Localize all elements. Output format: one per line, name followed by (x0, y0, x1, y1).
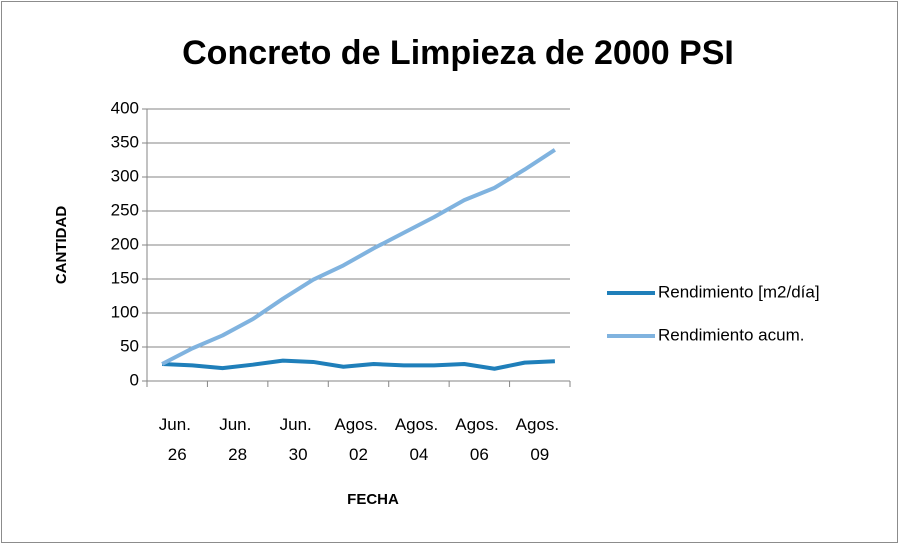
x-tick-label: Agos. 06 (455, 415, 503, 464)
x-tick-label: Jun. 28 (219, 415, 256, 464)
y-tick-label: 150 (111, 268, 139, 287)
x-tick-label: Agos. 09 (516, 415, 564, 464)
x-axis-title: FECHA (347, 491, 399, 508)
x-tick-label: Agos. 04 (395, 415, 443, 464)
y-tick-label: 200 (111, 234, 139, 253)
series-line (162, 358, 555, 371)
y-tick-label: 300 (111, 166, 139, 185)
legend-label: Rendimiento [m2/día] (658, 282, 820, 301)
chart-title: Concreto de Limpieza de 2000 PSI (182, 34, 734, 72)
y-tick-label: 100 (111, 302, 139, 321)
series-line (161, 148, 556, 366)
y-tick-label: 250 (111, 200, 139, 219)
x-tick-label: Agos. 02 (334, 415, 382, 464)
x-tick-label: Jun. 26 (159, 415, 196, 464)
y-tick-label: 350 (111, 132, 139, 151)
x-tick-label: Jun. 30 (280, 415, 317, 464)
y-axis-title: CANTIDAD (53, 206, 70, 284)
y-tick-label: 50 (120, 336, 139, 355)
y-tick-label: 0 (130, 370, 139, 389)
legend-label: Rendimiento acum. (658, 325, 804, 344)
y-tick-label: 400 (111, 98, 139, 117)
